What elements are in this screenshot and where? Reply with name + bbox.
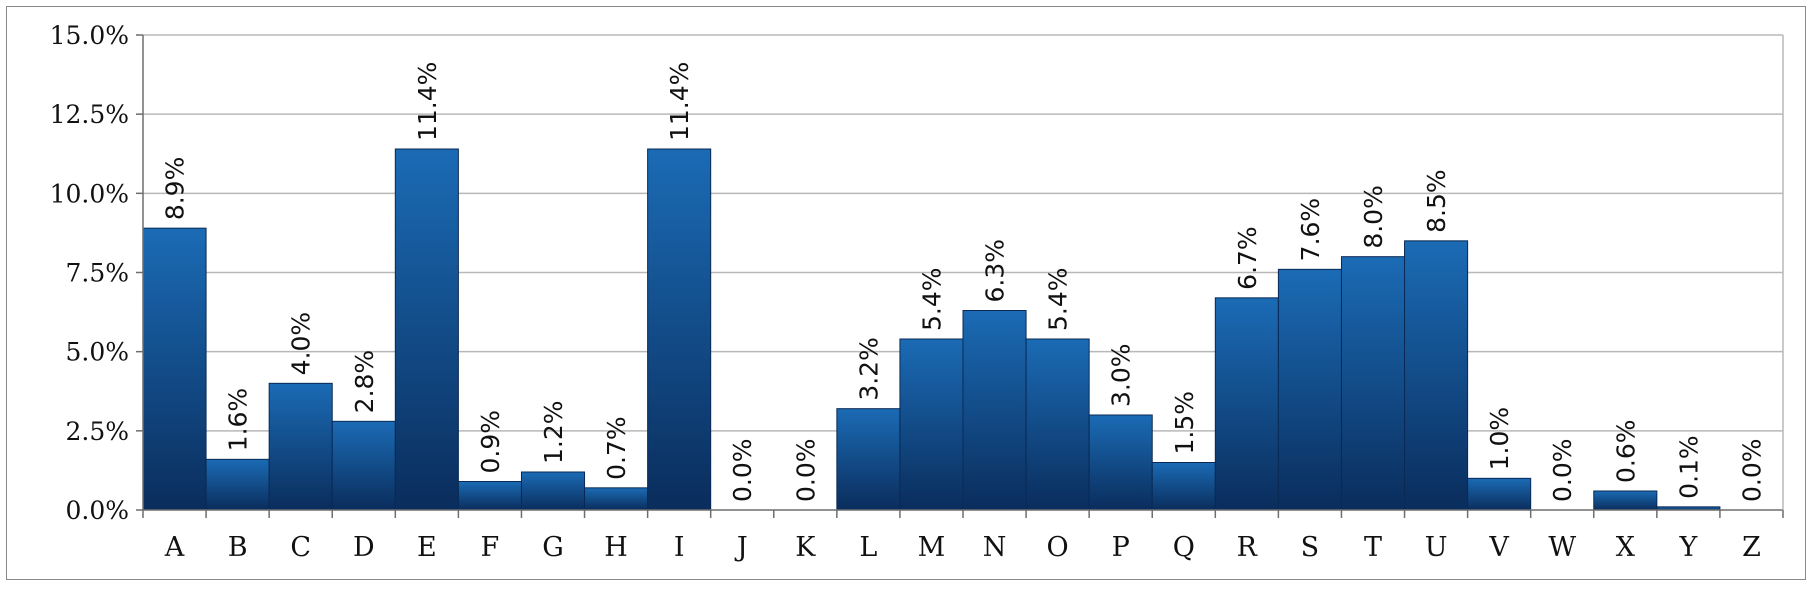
data-label: 0.9%: [476, 410, 505, 474]
x-tick-label: K: [795, 532, 816, 563]
data-label: 5.4%: [1044, 267, 1073, 331]
data-label: 0.0%: [1548, 438, 1577, 502]
bar-e: [394, 148, 459, 511]
x-tick-label: Y: [1678, 532, 1698, 563]
bar-g: [520, 471, 586, 511]
data-label: 8.5%: [1422, 169, 1451, 233]
x-tick-label: H: [604, 532, 628, 563]
x-tick-label: Z: [1742, 532, 1761, 563]
data-label: 7.6%: [1296, 198, 1325, 262]
x-tick-label: N: [983, 532, 1007, 563]
x-axis-tick-labels: A B C D E F G H I J K L M N O P Q R S T U V W X Y Z: [142, 510, 1784, 563]
bar-p: [1088, 414, 1153, 511]
bar-s: [1277, 268, 1342, 511]
data-label: 1.5%: [1170, 391, 1199, 455]
data-labels: 8.9% 1.6% 4.0% 2.8% 11.4% 0.9% 1.2% 0.7% 11.4% 0.…: [161, 62, 1767, 502]
data-label: 1.2%: [539, 400, 568, 464]
y-axis-tick-labels: 0.0% 2.5% 5.0% 7.5% 10.0% 12.5% 15.0%: [50, 21, 129, 525]
bars: [142, 148, 1721, 511]
x-tick-label: U: [1425, 532, 1448, 563]
bar-q: [1151, 462, 1216, 511]
data-label: 0.7%: [602, 416, 631, 480]
x-tick-label: A: [164, 532, 185, 563]
x-tick-label: E: [417, 532, 437, 563]
x-tick-label: F: [481, 532, 500, 563]
data-label: 5.4%: [917, 267, 946, 331]
bar-c: [268, 382, 333, 511]
x-tick-label: P: [1112, 532, 1130, 563]
x-tick-label: J: [734, 532, 748, 563]
data-label: 6.3%: [981, 239, 1010, 303]
bar-m: [899, 338, 964, 511]
data-label: 11.4%: [413, 62, 442, 141]
bar-h: [584, 487, 649, 511]
data-label: 8.9%: [161, 157, 190, 221]
bar-o: [1025, 338, 1090, 511]
bar-u: [1404, 240, 1469, 511]
y-tick-label: 12.5%: [50, 100, 129, 129]
bar-f: [457, 481, 522, 511]
x-tick-label: V: [1488, 532, 1509, 563]
bar-l: [836, 408, 901, 511]
data-label: 0.6%: [1611, 419, 1640, 483]
y-tick-label: 0.0%: [65, 496, 129, 525]
y-tick-label: 2.5%: [65, 417, 129, 446]
x-tick-label: O: [1047, 532, 1069, 563]
x-tick-label: C: [290, 532, 311, 563]
data-label: 2.8%: [350, 350, 379, 414]
data-label: 11.4%: [665, 62, 694, 141]
x-tick-label: L: [859, 532, 877, 563]
bar-a: [142, 227, 207, 511]
x-tick-label: B: [228, 532, 248, 563]
data-label: 0.0%: [791, 438, 820, 502]
x-tick-label: I: [674, 532, 685, 563]
y-tick-label: 10.0%: [50, 179, 129, 208]
bar-d: [331, 420, 396, 511]
bar-t: [1340, 256, 1406, 511]
data-label: 1.0%: [1485, 407, 1514, 471]
data-label: 0.1%: [1674, 435, 1703, 499]
data-label: 3.2%: [854, 337, 883, 401]
x-tick-label: T: [1364, 532, 1382, 563]
data-label: 8.0%: [1359, 185, 1388, 249]
x-tick-label: W: [1548, 532, 1576, 563]
y-tick-label: 5.0%: [65, 338, 129, 367]
x-tick-label: X: [1616, 532, 1636, 563]
data-label: 4.0%: [287, 312, 316, 376]
bar-x: [1593, 490, 1658, 511]
bar-n: [962, 310, 1027, 511]
y-tick-label: 7.5%: [65, 259, 129, 288]
x-tick-label: R: [1237, 532, 1258, 563]
bar-v: [1467, 477, 1532, 511]
bar-i: [647, 148, 712, 511]
x-tick-label: G: [542, 532, 564, 563]
data-label: 0.0%: [728, 438, 757, 502]
x-tick-label: M: [918, 532, 946, 563]
data-label: 0.0%: [1737, 438, 1766, 502]
data-label: 3.0%: [1107, 343, 1136, 407]
bar-b: [205, 458, 270, 511]
y-tick-label: 15.0%: [50, 21, 129, 50]
x-tick-label: Q: [1173, 532, 1195, 563]
x-tick-label: S: [1301, 532, 1320, 563]
bar-r: [1214, 297, 1279, 511]
x-tick-label: D: [353, 532, 375, 563]
data-label: 6.7%: [1233, 226, 1262, 290]
data-label: 1.6%: [224, 388, 253, 452]
